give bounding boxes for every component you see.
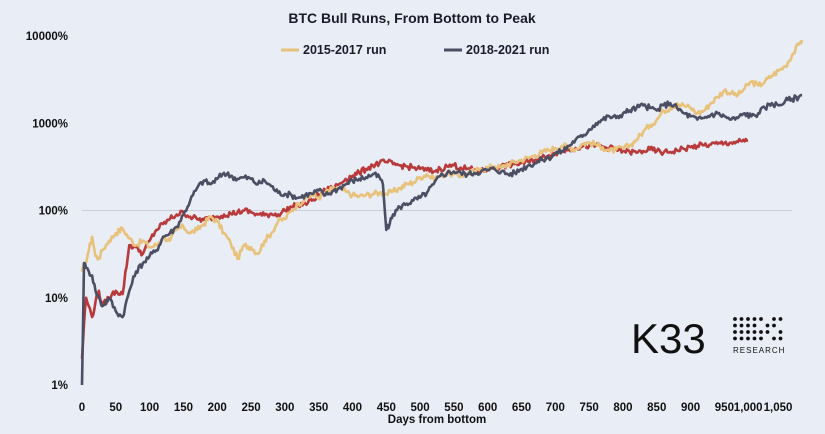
logo-dot xyxy=(739,317,744,321)
x-tick-label: 700 xyxy=(546,402,565,414)
logo-dot xyxy=(746,336,750,341)
legend-label-2018-2021: 2018-2021 run xyxy=(466,43,549,57)
x-tick-label: 400 xyxy=(343,402,362,414)
x-tick-label: 50 xyxy=(109,402,122,414)
x-tick-label: 150 xyxy=(174,402,193,414)
logo-dot xyxy=(759,330,763,334)
logo-dot xyxy=(772,317,776,321)
x-tick-label: 500 xyxy=(411,402,430,414)
x-tick-label: 800 xyxy=(613,402,632,414)
logo-dot xyxy=(778,330,783,334)
logo-dots-icon xyxy=(733,317,783,341)
x-tick-label: 100 xyxy=(140,402,159,414)
logo-dot xyxy=(759,336,763,341)
y-tick-label: 1% xyxy=(51,380,68,392)
logo-dot xyxy=(765,323,770,328)
legend-label-2015-2017: 2015-2017 run xyxy=(303,43,386,57)
logo-dot xyxy=(739,330,744,334)
logo-dot xyxy=(733,317,737,321)
logo-dot xyxy=(759,317,763,321)
logo-dot xyxy=(739,323,744,328)
logo-dot xyxy=(733,323,737,328)
y-axis: 1% 10% 100% 1000% 10000% xyxy=(26,31,68,392)
series-line-0 xyxy=(80,39,804,272)
logo-dot xyxy=(746,330,750,334)
x-tick-label: 450 xyxy=(377,402,396,414)
logo-dot xyxy=(733,330,737,334)
logo-dot xyxy=(752,317,757,321)
logo-text: K33 xyxy=(631,315,706,362)
x-tick-label: 650 xyxy=(512,402,531,414)
logo-dot xyxy=(752,330,757,334)
logo-dot xyxy=(772,336,776,341)
k33-logo: K33 RESEARCH xyxy=(631,315,785,362)
logo-dot xyxy=(752,323,757,328)
logo-dot xyxy=(765,330,770,334)
x-tick-label: 350 xyxy=(309,402,328,414)
series-lines xyxy=(80,39,804,386)
logo-dot xyxy=(739,336,744,341)
series-line-1 xyxy=(80,93,803,386)
series-line-2 xyxy=(80,137,749,359)
x-tick-label: 1,000 xyxy=(734,402,763,414)
x-axis-label: Days from bottom xyxy=(388,414,486,426)
x-tick-label: 550 xyxy=(444,402,463,414)
x-tick-label: 600 xyxy=(478,402,497,414)
y-tick-label: 1000% xyxy=(32,118,68,130)
x-axis: 0 50 100 150 200 250 300 350 400 450 500 550 600 650 7… xyxy=(79,402,793,414)
logo-dot xyxy=(746,323,750,328)
x-tick-label: 0 xyxy=(79,402,85,414)
x-tick-label: 850 xyxy=(647,402,666,414)
x-tick-label: 950 xyxy=(715,402,734,414)
x-tick-label: 300 xyxy=(275,402,294,414)
x-tick-label: 250 xyxy=(241,402,260,414)
logo-dot xyxy=(778,317,783,321)
chart-title: BTC Bull Runs, From Bottom to Peak xyxy=(288,10,536,26)
logo-subtext: RESEARCH xyxy=(733,346,785,355)
logo-dot xyxy=(772,323,776,328)
logo-dot xyxy=(733,336,737,341)
legend: 2015-2017 run 2018-2021 run xyxy=(281,43,549,57)
x-tick-label: 900 xyxy=(681,402,700,414)
logo-dot xyxy=(752,336,757,341)
logo-dot xyxy=(778,336,783,341)
y-tick-label: 100% xyxy=(39,206,68,218)
x-tick-label: 1,050 xyxy=(764,402,793,414)
y-tick-label: 10000% xyxy=(26,31,68,43)
y-tick-label: 10% xyxy=(45,293,68,305)
x-tick-label: 750 xyxy=(580,402,599,414)
x-tick-label: 200 xyxy=(208,402,227,414)
logo-dot xyxy=(746,317,750,321)
